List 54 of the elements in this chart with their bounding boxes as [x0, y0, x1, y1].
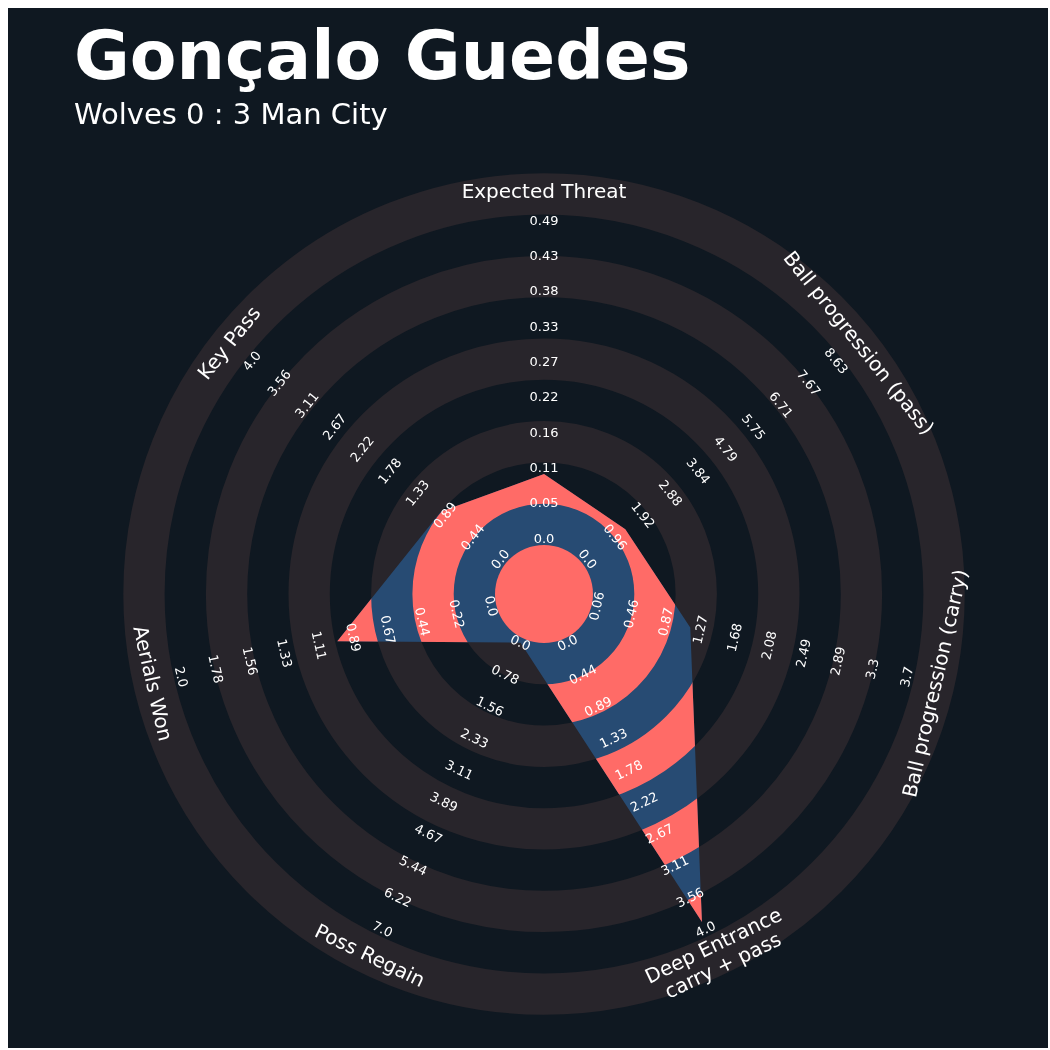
text: 0.43: [529, 247, 559, 263]
text: 0.22: [446, 598, 468, 630]
text: 2.08: [758, 629, 780, 662]
text: 3.7: [897, 665, 917, 689]
text: 2.49: [792, 637, 814, 669]
text: 0.44: [566, 661, 600, 688]
text: 2.67: [643, 820, 676, 847]
text: 1.33: [274, 637, 296, 669]
text: 0.87: [655, 605, 677, 638]
text: 0.46: [620, 598, 642, 630]
text: 1.78: [205, 653, 227, 685]
text: 0.89: [581, 693, 615, 720]
text: 4.67: [412, 820, 445, 847]
text: 0.0: [487, 546, 513, 572]
text: 1.11: [308, 629, 330, 662]
text: 2.89: [827, 645, 849, 677]
text: 3.3: [862, 657, 882, 681]
text: 1.27: [689, 613, 711, 646]
text: 0.38: [529, 283, 559, 299]
text: 1.33: [597, 725, 630, 752]
text: 1.78: [612, 756, 646, 784]
text: 1.68: [723, 621, 745, 654]
text: 0.0: [481, 594, 501, 618]
text: 0.78: [488, 661, 522, 688]
text: 0.27: [529, 353, 559, 369]
text: 0.16: [529, 424, 559, 440]
text: 1.56: [473, 693, 507, 720]
text: 3.11: [442, 756, 476, 784]
text: 1.56: [239, 645, 261, 677]
text: 0.22: [529, 389, 559, 405]
text: 0.0: [508, 631, 534, 654]
text: 6.22: [381, 884, 415, 911]
text: 0.44: [411, 605, 433, 638]
text: 0.89: [343, 621, 365, 654]
text: 2.0: [171, 665, 191, 689]
chart-subtitle: Wolves 0 : 3 Man City: [74, 96, 388, 132]
text: 0.67: [377, 613, 399, 646]
text: 7.0: [370, 917, 396, 941]
text: 0.0: [533, 530, 555, 546]
text: 2.33: [458, 725, 491, 752]
text: 4.0: [239, 348, 264, 374]
text: 0.0: [554, 631, 580, 654]
text: 0.11: [529, 459, 559, 475]
text: 5.44: [396, 852, 430, 879]
text: 3.11: [658, 852, 692, 879]
text: 2.22: [627, 788, 661, 815]
text: 3.56: [673, 884, 707, 911]
spoke-label: Expected Threat: [461, 178, 627, 203]
chart-title: Gonçalo Guedes: [74, 16, 691, 96]
text: 0.0: [575, 546, 601, 572]
text: 0.06: [586, 590, 608, 622]
text: 0.49: [529, 212, 559, 228]
text: 0.33: [529, 318, 559, 334]
text: 3.89: [427, 788, 461, 815]
